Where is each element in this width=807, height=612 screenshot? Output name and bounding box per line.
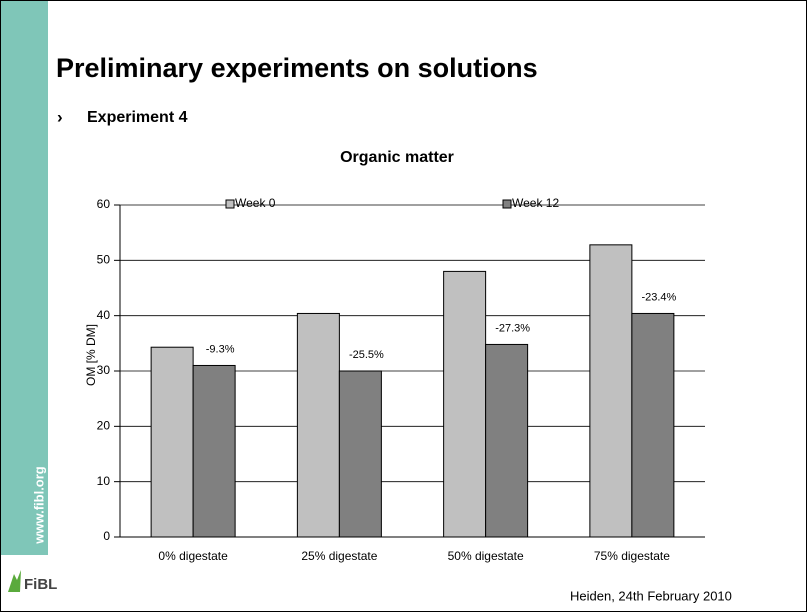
- bar: [485, 343, 529, 538]
- bar: [338, 370, 382, 538]
- bar: [192, 364, 236, 538]
- bar: [443, 270, 487, 538]
- bar: [150, 346, 194, 538]
- y-tick-label: 50: [97, 253, 111, 267]
- legend-label: Week 0: [235, 196, 276, 210]
- bullet-text: Experiment 4: [87, 109, 188, 126]
- legend-label: Week 12: [512, 196, 559, 210]
- y-tick-label: 30: [97, 363, 111, 377]
- x-tick-label: 50% digestate: [448, 549, 524, 563]
- bar: [631, 312, 675, 538]
- x-tick-label: 0% digestate: [158, 549, 228, 563]
- y-tick-label: 60: [97, 197, 111, 211]
- side-band: [1, 1, 48, 555]
- bar: [296, 312, 340, 538]
- bullet-marker: ›: [57, 107, 63, 126]
- y-axis-label: OM [% DM]: [84, 324, 98, 386]
- bar-annotation: -25.5%: [349, 349, 384, 361]
- website: www.fibl.org: [31, 466, 46, 545]
- logo: FiBL: [24, 576, 57, 593]
- legend-swatch: [502, 199, 512, 209]
- footer: Heiden, 24th February 2010: [570, 588, 732, 603]
- bar-annotation: -23.4%: [641, 291, 676, 303]
- y-tick-label: 20: [97, 419, 111, 433]
- bar: [589, 244, 633, 538]
- x-tick-label: 25% digestate: [301, 549, 377, 563]
- x-tick-label: 75% digestate: [594, 549, 670, 563]
- y-tick-label: 0: [103, 529, 110, 543]
- chart-title: Organic matter: [340, 149, 454, 166]
- y-tick-label: 10: [97, 474, 111, 488]
- slide-title: Preliminary experiments on solutions: [56, 53, 538, 83]
- y-tick-label: 40: [97, 308, 111, 322]
- bar-annotation: -9.3%: [206, 343, 235, 355]
- legend-swatch: [225, 199, 235, 209]
- bar-annotation: -27.3%: [495, 322, 530, 334]
- logo-icon: [8, 570, 21, 592]
